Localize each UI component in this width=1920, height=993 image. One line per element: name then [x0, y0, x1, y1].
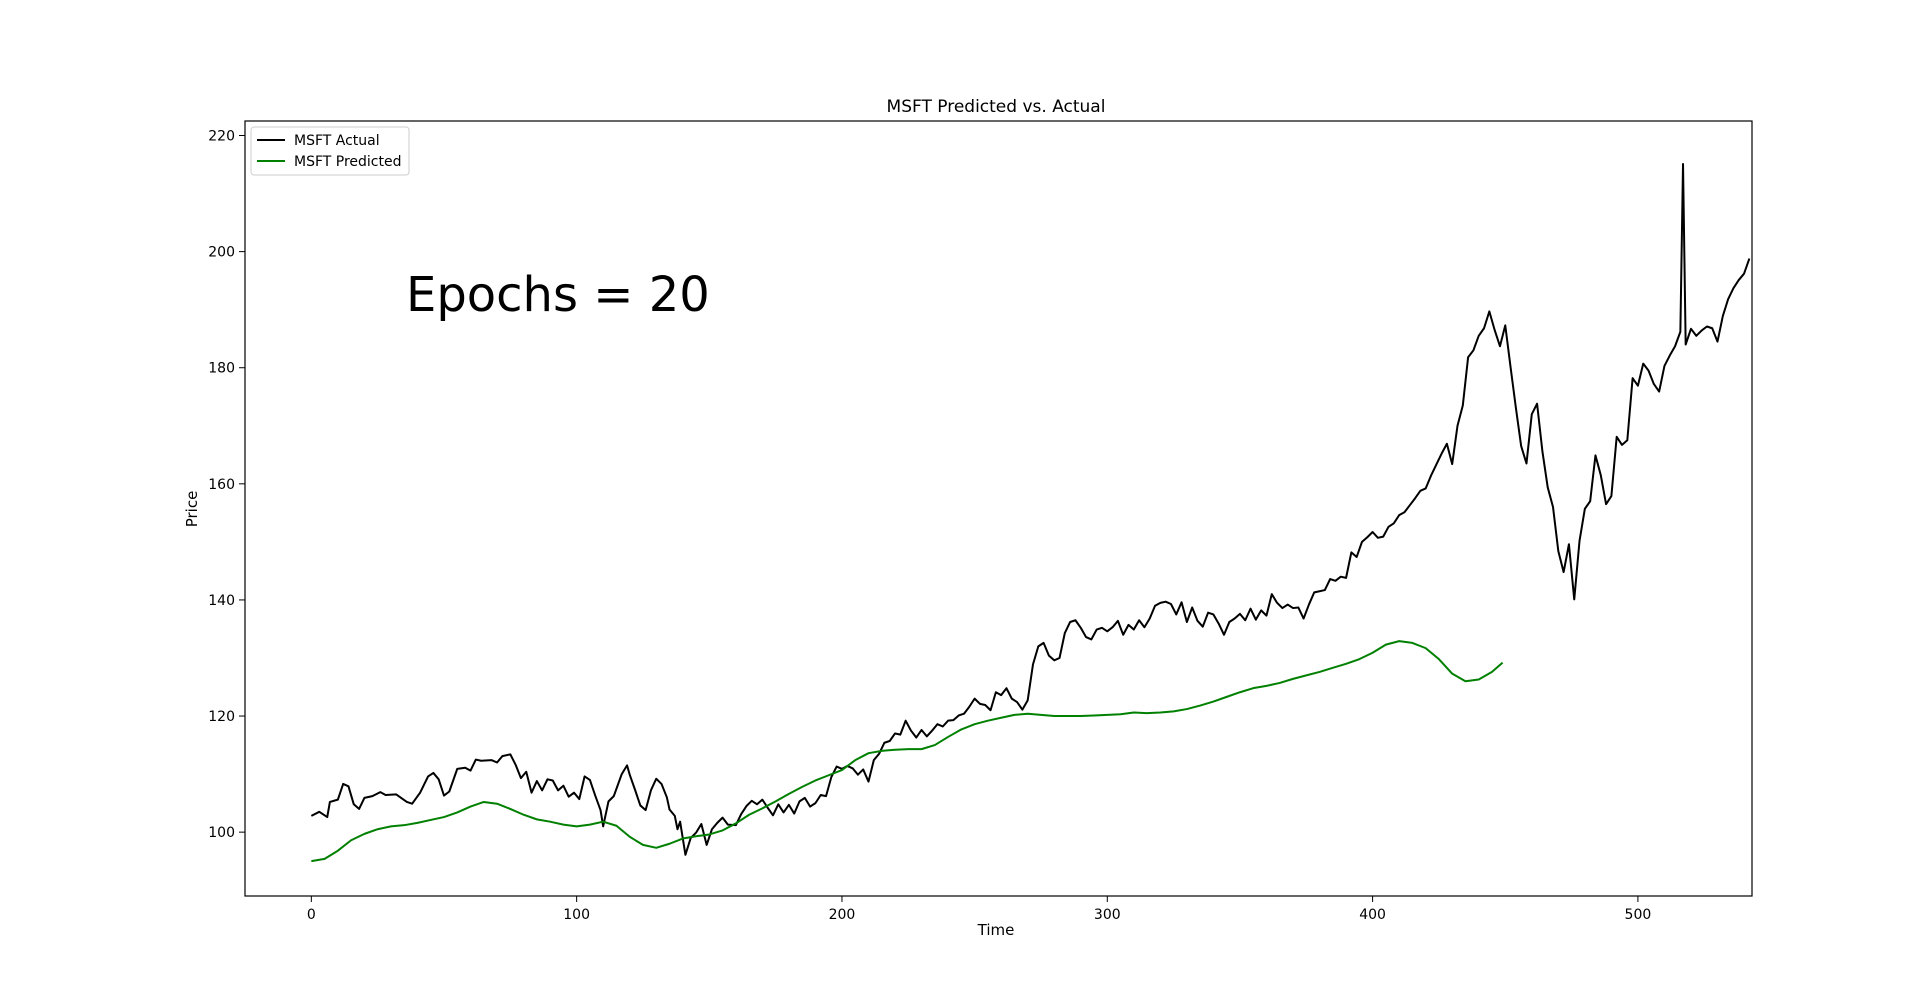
- x-tick-label: 0: [307, 907, 316, 923]
- series-line-2: [311, 640, 1504, 863]
- legend: MSFT Actual MSFT Predicted: [250, 126, 410, 176]
- legend-box: [250, 126, 410, 176]
- x-tick-label: 500: [1625, 907, 1652, 923]
- y-tick-label: 180: [208, 361, 235, 377]
- x-axis-label: Time: [977, 921, 1015, 939]
- y-tick-label: 220: [208, 129, 235, 145]
- x-tick-label: 200: [829, 907, 856, 923]
- y-axis: 100 120 140 160 180 200 220: [208, 129, 245, 841]
- legend-label: MSFT Actual: [294, 133, 380, 149]
- x-axis: 0 100 200 300 400 500: [307, 896, 1651, 923]
- x-tick-label: 100: [563, 907, 590, 923]
- y-tick-label: 100: [208, 825, 235, 841]
- chart-title: MSFT Predicted vs. Actual: [887, 97, 1106, 117]
- series-line-1: [310, 162, 1751, 856]
- y-tick-label: 140: [208, 593, 235, 609]
- legend-label: MSFT Predicted: [294, 154, 402, 170]
- y-axis-label: Price: [183, 491, 201, 528]
- plot-area: [244, 120, 1753, 897]
- x-tick-label: 400: [1359, 907, 1386, 923]
- epochs-annotation: Epochs = 20: [406, 267, 710, 323]
- plot-frame: [244, 120, 1753, 897]
- x-tick-label: 300: [1094, 907, 1121, 923]
- y-tick-label: 160: [208, 477, 235, 493]
- y-tick-label: 120: [208, 709, 235, 725]
- y-tick-label: 200: [208, 245, 235, 261]
